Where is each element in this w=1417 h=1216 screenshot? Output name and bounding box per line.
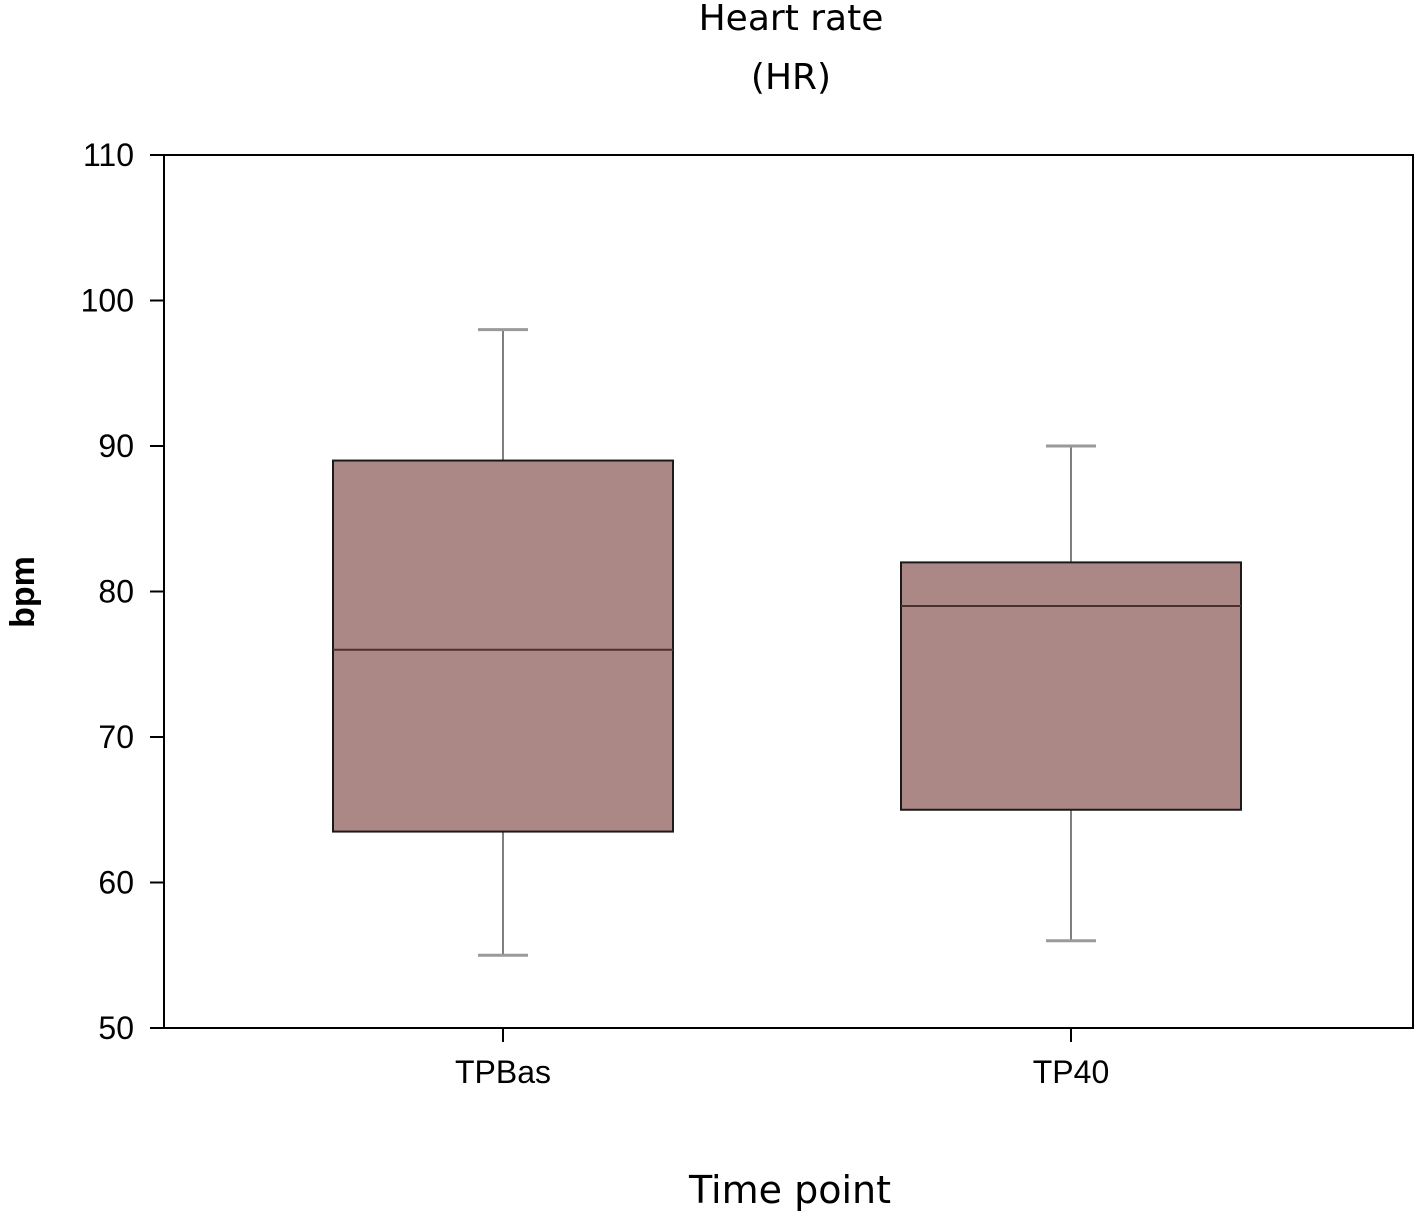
y-tick-label: 70 (98, 719, 134, 755)
y-tick-label: 100 (81, 283, 134, 319)
x-axis: TPBas TP40 (455, 1028, 1109, 1090)
y-tick-label: 80 (98, 574, 134, 610)
y-axis: 50 60 70 80 90 100 110 (81, 137, 164, 1046)
chart-subtitle: (HR) (751, 57, 831, 98)
boxes (332, 328, 1242, 957)
x-axis-label: Time point (688, 1168, 891, 1212)
box-TP40 (900, 444, 1242, 943)
x-tick-label: TP40 (1033, 1054, 1109, 1090)
y-tick-label: 50 (98, 1010, 134, 1046)
y-tick-label: 60 (98, 865, 134, 901)
y-tick-label: 90 (98, 428, 134, 464)
box-TPBas (332, 328, 674, 957)
x-tick-label: TPBas (455, 1054, 551, 1090)
interquartile-box (900, 561, 1242, 811)
interquartile-box (332, 459, 674, 833)
chart-title: Heart rate (699, 0, 884, 39)
y-axis-label: bpm (4, 556, 42, 628)
y-tick-label: 110 (83, 137, 134, 173)
